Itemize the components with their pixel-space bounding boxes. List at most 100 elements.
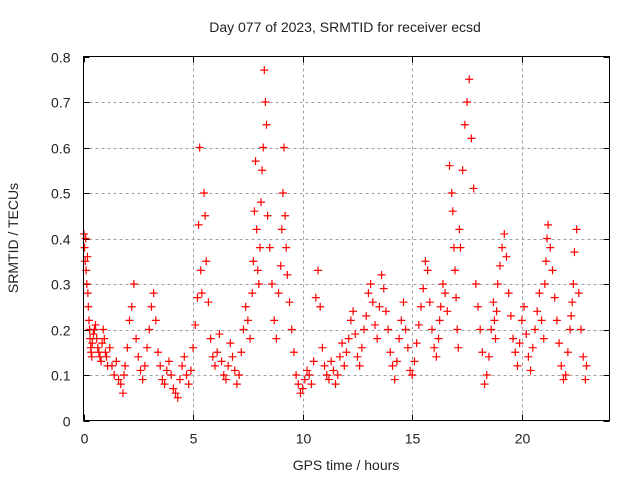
data-point — [228, 352, 237, 361]
data-point — [289, 348, 298, 357]
data-point — [423, 266, 432, 275]
data-point — [493, 280, 502, 288]
data-point — [274, 289, 283, 298]
data-point — [252, 225, 261, 234]
data-point — [243, 316, 252, 325]
data-point — [149, 289, 158, 298]
data-point — [435, 316, 444, 325]
data-point — [253, 266, 262, 275]
data-points — [79, 66, 591, 402]
data-point — [116, 380, 125, 389]
data-point — [511, 348, 520, 357]
data-point — [134, 352, 143, 361]
data-point — [489, 298, 498, 307]
data-point — [298, 384, 307, 393]
data-point — [379, 284, 388, 293]
data-point — [453, 325, 462, 334]
data-point — [458, 166, 467, 175]
data-point — [272, 334, 281, 343]
data-point — [421, 257, 430, 266]
y-tick-label: 0.7 — [51, 95, 71, 111]
data-point — [123, 343, 132, 352]
data-point — [257, 198, 266, 207]
data-point — [219, 371, 228, 379]
data-point — [438, 280, 447, 288]
data-point — [478, 348, 487, 357]
data-point — [110, 371, 119, 379]
data-point — [535, 289, 544, 298]
data-point — [548, 266, 557, 275]
data-point — [129, 280, 138, 288]
data-point — [465, 75, 474, 84]
data-point — [136, 366, 145, 375]
data-point — [226, 339, 235, 348]
data-point — [403, 343, 412, 352]
x-tick-label: 0 — [81, 431, 89, 447]
data-point — [200, 189, 209, 197]
data-point — [568, 298, 577, 307]
data-point — [397, 316, 406, 325]
data-point — [455, 225, 464, 234]
axis-ticks: 0 0.1 0.2 0.3 0.4 0.5 0.6 0.7 0.8 0 5 10 15 20 — [51, 50, 610, 447]
data-point — [448, 207, 457, 216]
data-point — [87, 348, 96, 357]
data-point — [80, 243, 89, 252]
data-point — [221, 375, 230, 384]
data-point — [97, 357, 106, 366]
data-point — [81, 234, 90, 243]
data-point — [158, 375, 167, 384]
data-point — [515, 339, 524, 348]
data-point — [344, 334, 353, 343]
data-point — [270, 316, 279, 325]
data-point — [204, 298, 213, 307]
data-point — [167, 371, 176, 379]
data-point — [362, 311, 371, 320]
data-point — [447, 189, 456, 197]
data-point — [314, 266, 323, 275]
data-point — [492, 307, 501, 316]
data-point — [566, 325, 575, 334]
data-point — [559, 375, 568, 384]
data-point — [87, 352, 96, 361]
data-point — [230, 366, 239, 375]
data-point — [509, 334, 518, 343]
data-point — [237, 348, 246, 357]
x-tick-label: 5 — [190, 431, 198, 447]
data-point — [351, 330, 360, 339]
data-point — [546, 243, 555, 252]
data-point — [151, 316, 160, 325]
data-point — [101, 348, 110, 357]
y-tick-label: 0.3 — [51, 277, 71, 293]
data-point — [577, 325, 586, 334]
data-point — [89, 330, 98, 339]
data-point — [502, 252, 511, 261]
data-point — [528, 343, 537, 352]
data-point — [309, 357, 318, 366]
data-point — [281, 211, 290, 220]
data-point — [195, 143, 204, 152]
data-point — [569, 280, 578, 288]
data-point — [197, 289, 206, 298]
data-point — [132, 334, 141, 343]
data-point — [349, 307, 358, 316]
data-point — [260, 66, 269, 75]
data-point — [102, 352, 111, 361]
data-point — [250, 207, 259, 216]
data-point — [487, 325, 496, 334]
data-point — [524, 352, 533, 361]
data-point — [471, 280, 480, 288]
data-point — [83, 252, 92, 261]
data-point — [395, 334, 404, 343]
data-point — [430, 343, 439, 352]
data-point — [563, 348, 572, 357]
data-point — [215, 330, 224, 339]
data-point — [202, 257, 211, 266]
data-point — [178, 361, 187, 370]
data-point — [436, 302, 445, 311]
data-point — [364, 289, 373, 298]
data-point — [557, 361, 566, 370]
data-point — [450, 266, 459, 275]
data-point — [482, 371, 491, 379]
data-point — [434, 334, 443, 343]
data-point — [322, 371, 331, 379]
